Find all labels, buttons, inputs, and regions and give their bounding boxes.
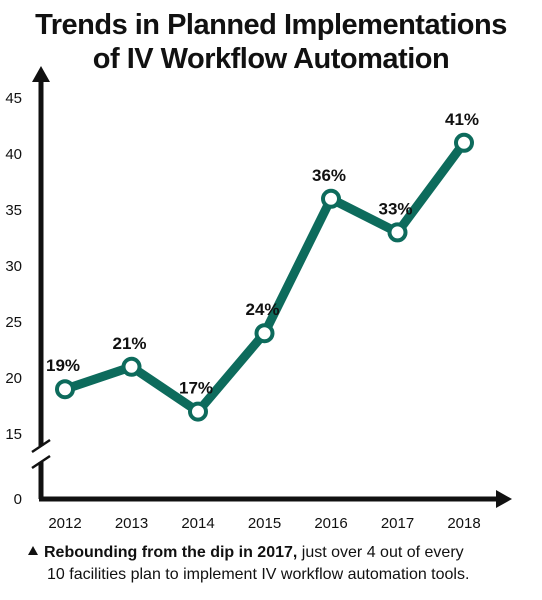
data-label: 19% [46, 356, 80, 375]
data-point [188, 401, 208, 422]
data-label: 36% [312, 166, 346, 185]
chart-title: Trends in Planned Implementations of IV … [0, 8, 542, 76]
x-axis-arrowhead [496, 490, 512, 508]
footnote-text-line-1: just over 4 out of every [297, 544, 464, 561]
data-labels: 19% 21% 17% 24% 36% 33% 41% [46, 110, 479, 398]
data-label: 24% [245, 300, 279, 319]
data-point [254, 323, 275, 344]
x-tick-label: 2013 [115, 515, 148, 532]
line-chart: 0 15 20 25 30 35 40 45 2012 2013 2014 2015 2016 2017… [5, 66, 512, 532]
data-label: 41% [445, 110, 479, 129]
x-tick-labels: 2012 2013 2014 2015 2016 2017 2018 [48, 515, 480, 532]
y-tick-labels: 0 15 20 25 30 35 40 45 [5, 90, 22, 508]
footnote-bold: Rebounding from the dip in 2017, [44, 544, 298, 561]
x-tick-label: 2018 [447, 515, 480, 532]
axis-break-mark-upper [31, 438, 51, 454]
data-point [454, 132, 474, 153]
x-tick-label: 2012 [48, 515, 81, 532]
chart-title-line-2: of IV Workflow Automation [92, 43, 450, 75]
x-tick-label: 2017 [381, 515, 414, 532]
y-tick-label: 0 [14, 491, 22, 508]
data-point [387, 222, 408, 243]
data-label: 21% [112, 334, 146, 353]
footnote-text-line-2: 10 facilities plan to implement IV workf… [47, 566, 470, 583]
x-tick-label: 2014 [181, 515, 214, 532]
data-label: 33% [378, 199, 412, 218]
triangle-bullet-icon [28, 546, 38, 555]
y-tick-label: 35 [5, 202, 22, 219]
x-tick-label: 2015 [248, 515, 281, 532]
axes [31, 66, 512, 508]
y-tick-label: 30 [5, 258, 22, 275]
y-tick-label: 45 [5, 90, 22, 107]
footnote: Rebounding from the dip in 2017, just ov… [28, 542, 528, 586]
data-label: 17% [179, 379, 213, 398]
y-axis-arrowhead [32, 66, 50, 82]
chart-title-line-1: Trends in Planned Implementations [35, 9, 507, 41]
y-tick-label: 15 [5, 426, 22, 443]
y-tick-label: 40 [5, 146, 22, 163]
axis-break-mark-lower [31, 454, 51, 470]
y-tick-label: 25 [5, 314, 22, 331]
series-group [55, 132, 474, 422]
y-tick-label: 20 [5, 370, 22, 387]
data-point [321, 188, 341, 209]
data-point [55, 379, 75, 400]
x-tick-label: 2016 [314, 515, 347, 532]
data-point [121, 356, 142, 377]
